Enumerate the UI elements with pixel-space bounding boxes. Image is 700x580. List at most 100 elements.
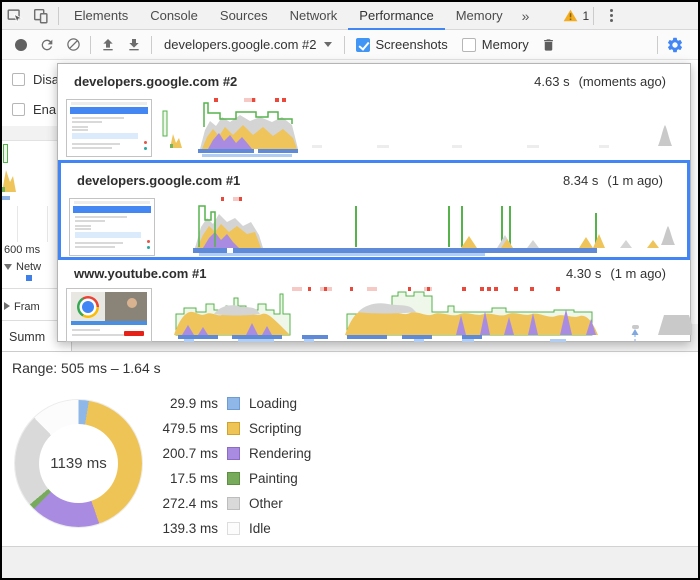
frames-section-label: Fram (14, 301, 40, 313)
recording-thumbnail-gdev (66, 99, 152, 157)
legend-value: 200.7 ms (162, 446, 218, 461)
legend-value: 272.4 ms (162, 496, 218, 511)
divider (343, 35, 345, 54)
recording-duration: 4.63 s (534, 74, 570, 89)
legend-value: 29.9 ms (169, 396, 218, 411)
legend-swatch-loading (227, 397, 240, 410)
summary-donut: 1139 ms (15, 400, 142, 527)
legend-value: 139.3 ms (162, 521, 218, 536)
mini-timeline-chart (193, 197, 675, 256)
legend-swatch-rendering (227, 447, 240, 460)
screenshots-checkbox[interactable] (355, 37, 370, 52)
warning-icon (564, 9, 578, 22)
reload-and-record-button[interactable] (34, 32, 60, 58)
capture-checkbox-2-label: Ena (33, 102, 57, 117)
overview-ruler (2, 126, 58, 141)
screenshots-toggle[interactable]: Screenshots (349, 37, 455, 52)
summary-range-label: Range: 505 ms – 1.64 s (12, 360, 161, 376)
trash-icon[interactable] (536, 32, 562, 58)
divider (58, 6, 59, 25)
tab-elements[interactable]: Elements (74, 7, 129, 23)
mini-timeline-chart (174, 287, 692, 342)
tab-network[interactable]: Network (289, 7, 338, 23)
legend-label: Rendering (249, 446, 312, 461)
legend-row-rendering: 200.7 ms Rendering (150, 441, 311, 466)
history-item-developers-google-1[interactable]: developers.google.com #1 8.34 s (1 m ago) (58, 160, 690, 260)
console-warning-indicator[interactable]: 1 (563, 9, 589, 23)
devtools-menu-icon[interactable] (604, 7, 618, 25)
device-toolbar-icon[interactable] (28, 3, 54, 29)
capture-option-checkbox-row[interactable]: Ena (12, 102, 56, 117)
recording-age: (1 m ago) (607, 173, 663, 188)
expand-icon (4, 302, 10, 310)
history-item-youtube-1[interactable]: www.youtube.com #1 4.30 s (1 m ago) (58, 260, 692, 342)
legend-row-loading: 29.9 ms Loading (150, 391, 311, 416)
overview-fps-fragment (3, 144, 8, 163)
recording-history-dropdown: developers.google.com #2 4.63 s (moments … (57, 63, 692, 342)
legend-swatch-painting (227, 472, 240, 485)
recording-thumbnail-youtube (66, 288, 152, 342)
legend-label: Painting (249, 471, 298, 486)
network-section-header[interactable]: Netw (4, 261, 41, 273)
recording-thumbnail-gdev (69, 198, 155, 256)
performance-panel-body: Disa Ena 600 ms Netw Fram Summ (2, 60, 698, 546)
warning-count: 1 (582, 8, 590, 23)
recording-age: (1 m ago) (610, 266, 666, 281)
capture-settings-gear-icon[interactable] (662, 32, 688, 58)
summary-legend: 29.9 ms Loading 479.5 ms Scripting 200.7… (150, 391, 311, 541)
bottom-status-strip (2, 546, 698, 578)
capture-checkbox-1[interactable] (12, 73, 25, 86)
capture-option-checkbox-row[interactable]: Disa (12, 72, 59, 87)
summary-donut-total: 1139 ms (39, 424, 118, 503)
history-dropdown-select[interactable]: developers.google.com #2 (156, 37, 340, 52)
recording-title: developers.google.com #2 (74, 74, 238, 89)
legend-value: 17.5 ms (169, 471, 218, 486)
legend-row-scripting: 479.5 ms Scripting (150, 416, 311, 441)
recording-title: developers.google.com #1 (77, 173, 241, 188)
memory-toggle[interactable]: Memory (455, 37, 536, 52)
legend-label: Other (249, 496, 283, 511)
history-item-developers-google-2[interactable]: developers.google.com #2 4.63 s (moments … (58, 64, 690, 160)
capture-checkbox-1-label: Disa (33, 72, 60, 87)
recording-age: (moments ago) (578, 74, 666, 89)
more-tabs-icon[interactable]: » (521, 7, 530, 24)
chevron-down-icon (323, 42, 332, 47)
inspect-element-icon[interactable] (2, 3, 28, 29)
recording-title: www.youtube.com #1 (74, 266, 207, 281)
tab-sources[interactable]: Sources (219, 7, 268, 23)
recording-duration: 8.34 s (562, 173, 599, 188)
memory-checkbox[interactable] (461, 37, 476, 52)
save-profile-icon[interactable] (121, 32, 147, 58)
memory-label: Memory (481, 37, 529, 52)
history-selected-value: developers.google.com #2 (164, 37, 317, 52)
legend-swatch-idle (227, 522, 240, 535)
filmstrip-divider (17, 206, 18, 242)
tab-performance[interactable]: Performance (348, 2, 444, 30)
legend-row-other: 272.4 ms Other (150, 491, 311, 516)
legend-label: Loading (249, 396, 298, 411)
recording-duration: 4.30 s (565, 266, 602, 281)
divider (90, 35, 91, 54)
divider (657, 35, 658, 54)
tab-memory[interactable]: Memory (455, 7, 503, 23)
timeline-marker-flag (26, 275, 32, 281)
overview-network-fragment (2, 196, 10, 200)
mini-timeline-chart (162, 98, 672, 157)
divider (2, 288, 58, 289)
overview-cpu-fragment (2, 170, 16, 192)
record-button[interactable] (8, 32, 34, 58)
legend-row-idle: 139.3 ms Idle (150, 516, 311, 541)
capture-checkbox-2[interactable] (12, 103, 25, 116)
tab-console[interactable]: Console (150, 7, 198, 23)
clear-recording-icon[interactable] (60, 32, 86, 58)
legend-swatch-other (227, 497, 240, 510)
performance-toolbar: developers.google.com #2 Screenshots Mem… (2, 30, 698, 60)
load-profile-icon[interactable] (95, 32, 121, 58)
filmstrip-divider (47, 206, 48, 242)
divider (593, 6, 595, 25)
legend-label: Idle (249, 521, 271, 536)
collapse-icon (4, 264, 12, 270)
legend-label: Scripting (249, 421, 302, 436)
screenshots-label: Screenshots (375, 37, 448, 52)
frames-section-header[interactable]: Fram (4, 301, 40, 313)
